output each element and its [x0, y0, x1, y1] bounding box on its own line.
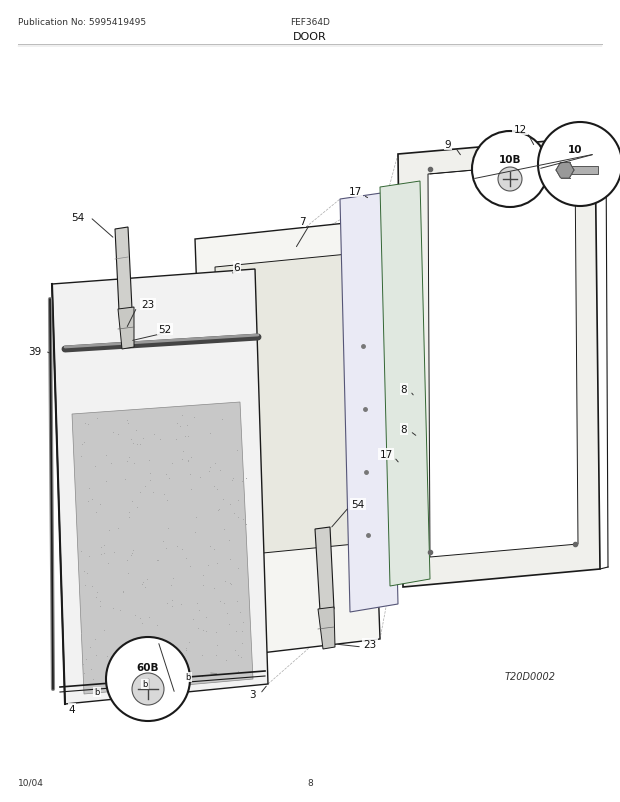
Polygon shape: [398, 138, 600, 587]
Circle shape: [498, 168, 522, 192]
Circle shape: [106, 638, 190, 721]
Text: 7: 7: [299, 217, 305, 227]
Polygon shape: [195, 221, 380, 659]
Text: b: b: [143, 679, 148, 689]
Text: 39: 39: [29, 346, 42, 357]
Polygon shape: [318, 607, 335, 649]
Text: 9: 9: [445, 140, 451, 150]
Polygon shape: [315, 528, 334, 611]
Text: T20D0002: T20D0002: [505, 671, 556, 681]
Text: 60B: 60B: [137, 662, 159, 672]
Text: 8: 8: [307, 778, 313, 787]
Text: 8: 8: [401, 384, 407, 395]
Text: 3: 3: [249, 689, 255, 699]
Text: 10/04: 10/04: [18, 778, 44, 787]
Text: FEF364D: FEF364D: [290, 18, 330, 27]
Text: 23: 23: [141, 300, 154, 310]
Polygon shape: [340, 192, 398, 612]
Polygon shape: [115, 228, 132, 312]
Circle shape: [472, 132, 548, 208]
Text: 17: 17: [379, 449, 392, 460]
Text: 10B: 10B: [498, 155, 521, 164]
Polygon shape: [52, 269, 268, 704]
Text: 4: 4: [69, 704, 75, 714]
Polygon shape: [118, 308, 134, 350]
Polygon shape: [558, 167, 598, 175]
Circle shape: [538, 123, 620, 207]
Text: 23: 23: [363, 639, 376, 649]
Polygon shape: [215, 255, 355, 557]
Polygon shape: [428, 162, 578, 557]
Text: 8: 8: [401, 424, 407, 435]
Polygon shape: [556, 163, 574, 179]
Polygon shape: [380, 182, 430, 586]
Text: b: b: [185, 673, 191, 682]
Text: 54: 54: [352, 500, 365, 509]
Text: eReplacementParts.com: eReplacementParts.com: [242, 464, 378, 475]
Circle shape: [132, 673, 164, 705]
Text: DOOR: DOOR: [293, 32, 327, 42]
Text: 17: 17: [348, 187, 361, 196]
Text: 6: 6: [234, 263, 241, 273]
Text: 10: 10: [568, 145, 582, 155]
Text: 52: 52: [158, 325, 172, 334]
Text: 12: 12: [513, 125, 526, 135]
Polygon shape: [72, 403, 253, 695]
Text: Publication No: 5995419495: Publication No: 5995419495: [18, 18, 146, 27]
Text: b: b: [94, 687, 100, 697]
Text: 54: 54: [71, 213, 84, 223]
